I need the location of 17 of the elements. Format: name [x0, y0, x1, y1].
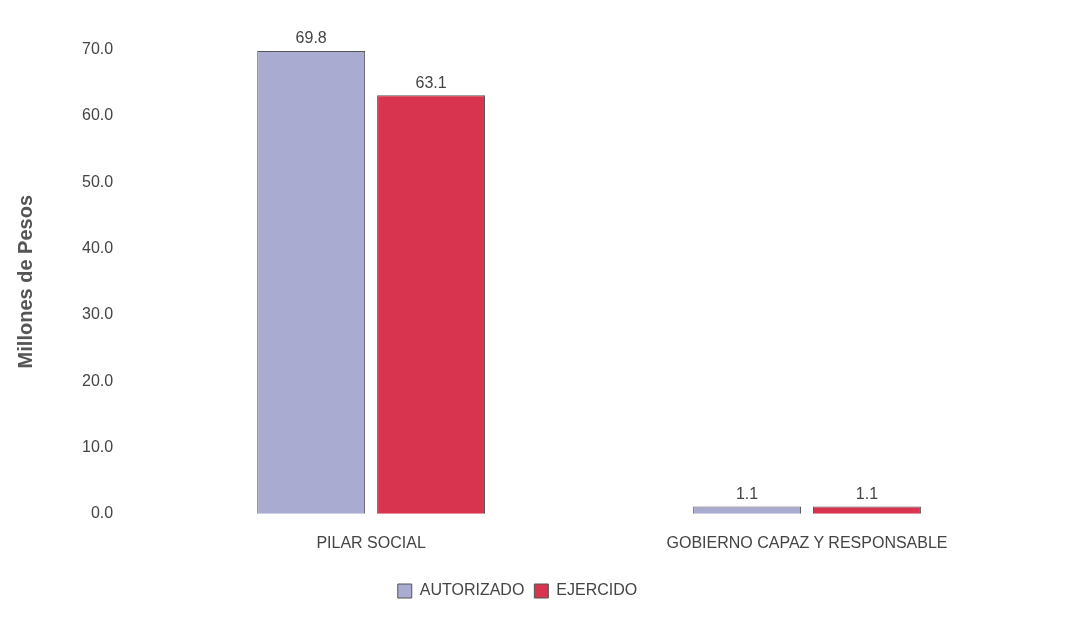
y-tick-label: 10.0 [82, 437, 114, 455]
x-tick-label: GOBIERNO CAPAZ Y RESPONSABLE [666, 533, 948, 551]
legend-label: AUTORIZADO [419, 581, 525, 599]
data-label: 1.1 [855, 484, 879, 502]
y-tick-label: 50.0 [82, 172, 114, 190]
y-tick-label: 20.0 [82, 371, 114, 389]
y-tick-label: 40.0 [82, 238, 114, 256]
y-tick-label: 30.0 [82, 305, 114, 323]
data-label: 69.8 [295, 29, 327, 47]
y-tick-label: 70.0 [82, 40, 114, 58]
data-label: 1.1 [735, 484, 759, 502]
y-tick-label: 60.0 [82, 106, 114, 124]
legend-label: EJERCIDO [556, 581, 638, 599]
data-label: 63.1 [415, 73, 447, 91]
y-axis-title: Millones de Pesos [13, 195, 36, 369]
x-tick-label: PILAR SOCIAL [316, 533, 426, 551]
y-tick-label: 0.0 [90, 504, 114, 522]
